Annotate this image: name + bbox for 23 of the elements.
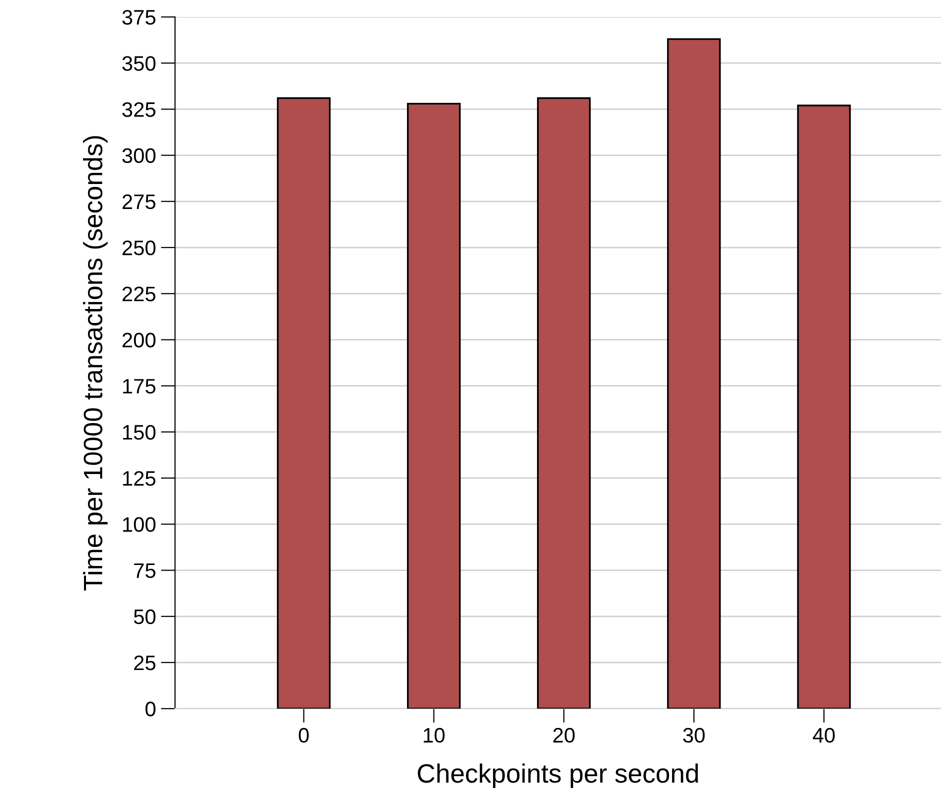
x-tick-label: 20 — [553, 728, 575, 743]
y-tick-label: 75 — [134, 564, 156, 578]
x-tick-label: 0 — [298, 728, 309, 743]
y-tick-label: 250 — [122, 240, 156, 256]
y-tick-label: 150 — [123, 424, 156, 440]
x-tick-label: 30 — [683, 728, 705, 743]
y-tick-label: 275 — [122, 194, 156, 210]
y-tick-label: 225 — [122, 286, 156, 302]
y-tick-label: 50 — [134, 609, 156, 624]
x-axis-title: Checkpoints per second — [418, 763, 698, 788]
y-tick-label: 125 — [123, 471, 156, 486]
x-tick-label: 10 — [424, 728, 445, 743]
y-axis-title: Time per 10000 transactions (seconds) — [83, 136, 108, 590]
y-tick-label: 25 — [134, 656, 156, 670]
y-tick-label: 100 — [123, 517, 156, 532]
x-tick-label: 40 — [812, 728, 835, 743]
y-tick-label: 325 — [122, 102, 156, 117]
y-tick-label: 375 — [122, 10, 156, 25]
y-tick-label: 300 — [122, 148, 156, 164]
y-tick-label: 175 — [123, 379, 156, 394]
y-tick-label: 0 — [146, 702, 156, 716]
y-tick-label: 350 — [122, 56, 156, 71]
y-tick-label: 200 — [122, 332, 156, 348]
